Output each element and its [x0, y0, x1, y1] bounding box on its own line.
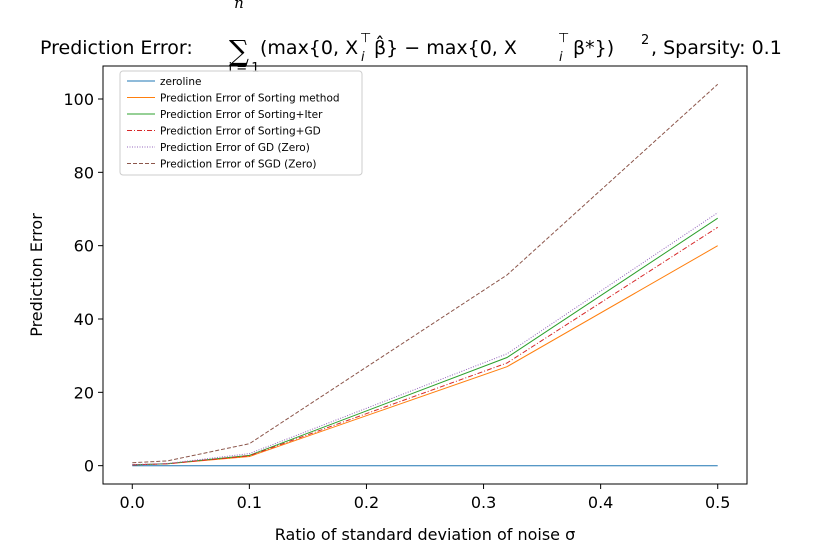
title-prefix: Prediction Error:: [40, 37, 193, 59]
legend-label: Prediction Error of Sorting+GD: [160, 126, 321, 138]
y-tick-label: 40: [74, 310, 94, 329]
x-axis-label: Ratio of standard deviation of noise σ: [275, 525, 575, 544]
x-tick-label: 0.0: [120, 493, 145, 512]
title-formula-part3: β*}): [573, 37, 614, 59]
series-layer: [132, 83, 719, 467]
y-tick-label: 80: [74, 163, 94, 182]
y-tick-label: 20: [74, 383, 94, 402]
series-line-4: [132, 226, 718, 466]
series-line-3: [132, 217, 718, 466]
x-tick-label: 0.3: [471, 493, 496, 512]
y-tick-label: 100: [63, 90, 94, 109]
y-tick-label: 60: [74, 237, 94, 256]
title-formula-part1: (max{0, X: [260, 37, 358, 59]
legend-label: Prediction Error of GD (Zero): [160, 142, 310, 154]
x-tick-label: 0.5: [705, 493, 730, 512]
title-transpose-2: ⊤: [558, 31, 569, 46]
title-transpose-1: ⊤: [360, 31, 371, 46]
series-line-2: [132, 245, 718, 466]
title-formula-part2: β̂} − max{0, X: [374, 35, 517, 59]
chart-title: Prediction Error: n ∑ i = 1 (max{0, X i …: [40, 0, 782, 76]
series-line-5: [132, 212, 718, 466]
title-superscript: 2: [641, 33, 649, 48]
plot-area: [102, 65, 748, 485]
title-sub-i-1: i: [361, 50, 365, 65]
y-axis-label: Prediction Error: [27, 213, 46, 337]
y-tick-label: 0: [84, 457, 94, 476]
x-tick-label: 0.4: [588, 493, 613, 512]
ticks-layer: 0.0 0.1 0.2 0.3 0.4 0.5 0 20 40 60 80 100: [63, 90, 730, 512]
legend-label: Prediction Error of Sorting method: [160, 93, 340, 105]
legend: zeroline Prediction Error of Sorting meth…: [119, 70, 363, 176]
legend-label: Prediction Error of SGD (Zero): [160, 159, 316, 171]
title-sum-symbol: ∑: [229, 34, 249, 67]
x-tick-label: 0.1: [237, 493, 262, 512]
x-tick-label: 0.2: [354, 493, 379, 512]
title-sum-top: n: [234, 0, 244, 12]
title-sub-i-2: i: [559, 50, 563, 65]
legend-label: zeroline: [160, 76, 201, 88]
title-suffix: , Sparsity: 0.1: [651, 37, 782, 59]
legend-label: Prediction Error of Sorting+Iter: [160, 109, 323, 121]
legend-box: [119, 70, 363, 176]
